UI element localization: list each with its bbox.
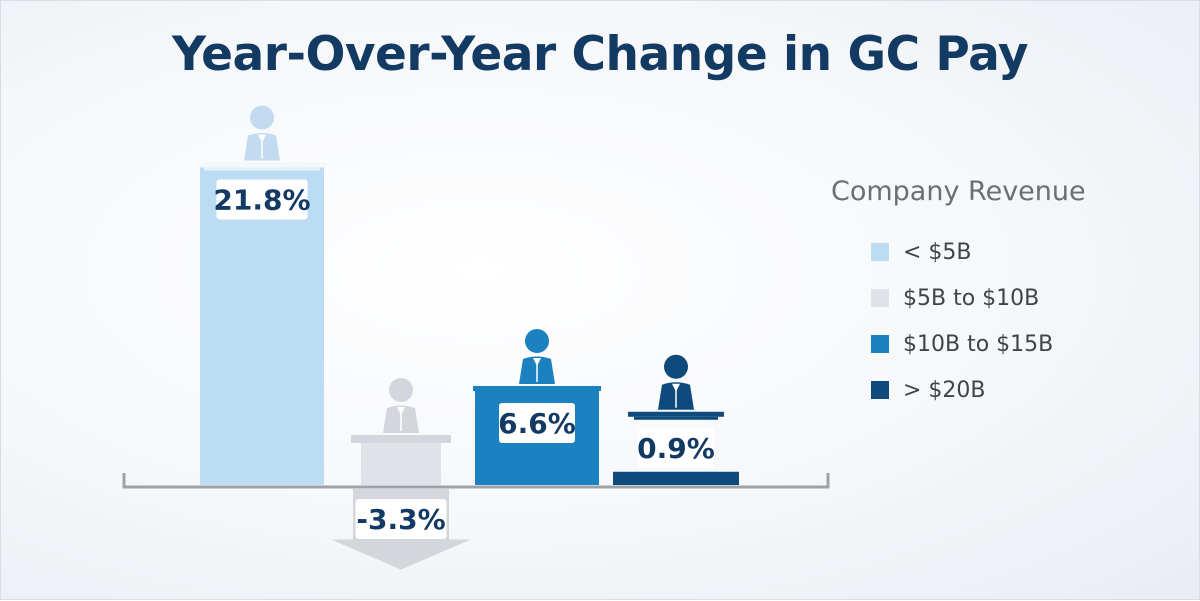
bar-2-lectern-edge: [479, 390, 595, 394]
legend-item: $10B to $15B: [871, 321, 1086, 367]
legend-label: < $5B: [903, 239, 972, 265]
legend: Company Revenue < $5B $5B to $10B $10B t…: [831, 176, 1086, 413]
legend-swatch: [871, 381, 889, 399]
data-label-box: [499, 402, 575, 443]
podium-body: [361, 443, 441, 485]
legend-swatch: [871, 243, 889, 261]
speaker-3-collar: [672, 383, 680, 392]
speaker-1-collar: [397, 407, 405, 415]
legend-label: > $20B: [903, 377, 986, 403]
legend-item: < $5B: [871, 229, 1086, 275]
legend-swatch: [871, 289, 889, 307]
data-label-box: [638, 427, 714, 468]
lectern-top: [628, 411, 724, 417]
legend-title: Company Revenue: [831, 176, 1086, 207]
legend-label: $10B to $15B: [903, 331, 1054, 357]
legend-item: $5B to $10B: [871, 275, 1086, 321]
speaker-3-head: [664, 354, 688, 379]
bar-0-lectern-top: [198, 162, 326, 168]
data-label: 6.6%: [498, 407, 576, 440]
legend-swatch: [871, 335, 889, 353]
data-label: 21.8%: [213, 184, 310, 217]
podium-top: [351, 435, 451, 443]
speaker-1-head: [389, 378, 413, 402]
lectern-edge: [634, 416, 718, 420]
chart-title: Year-Over-Year Change in GC Pay: [171, 27, 1029, 82]
speaker-2-head: [525, 328, 549, 353]
legend-item: > $20B: [871, 367, 1086, 413]
legend-label: $5B to $10B: [903, 285, 1040, 311]
bar-2-lectern-top: [473, 385, 601, 391]
data-label: 0.9%: [637, 432, 715, 465]
speaker-2-collar: [533, 357, 541, 366]
speaker-0-head: [250, 105, 274, 130]
data-label-box: [216, 179, 308, 220]
bar-0-lectern-edge: [204, 167, 320, 171]
bar: [613, 471, 739, 485]
speaker-0-collar: [258, 134, 266, 143]
data-label-box: [355, 499, 447, 539]
data-label: -3.3%: [356, 503, 445, 536]
